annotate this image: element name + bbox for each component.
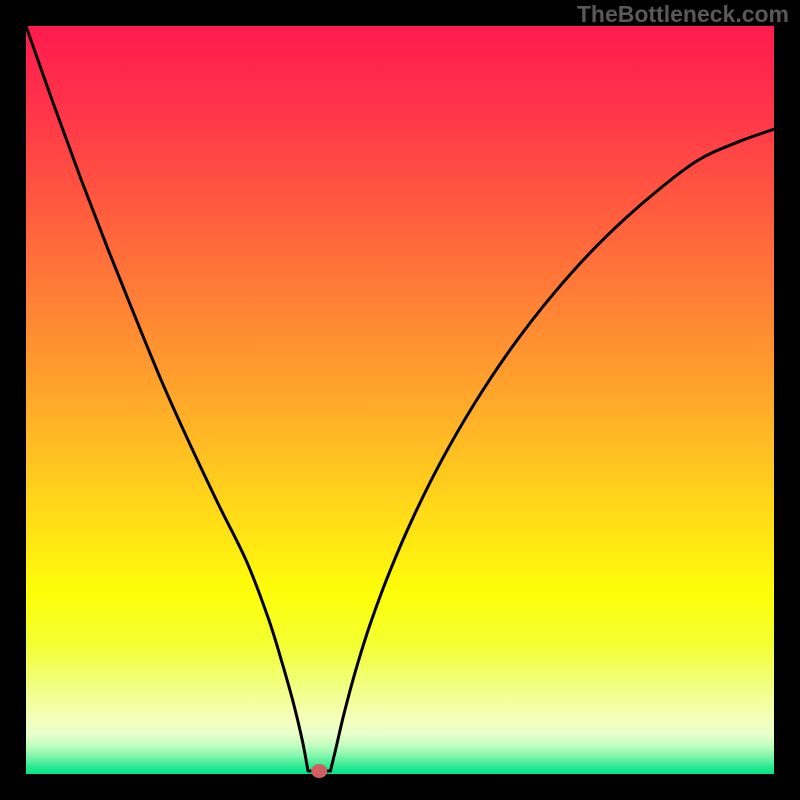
watermark-text: TheBottleneck.com	[577, 1, 789, 27]
gradient-background	[26, 26, 774, 774]
bottleneck-chart: TheBottleneck.com	[0, 0, 800, 800]
optimal-point-marker	[311, 764, 327, 778]
